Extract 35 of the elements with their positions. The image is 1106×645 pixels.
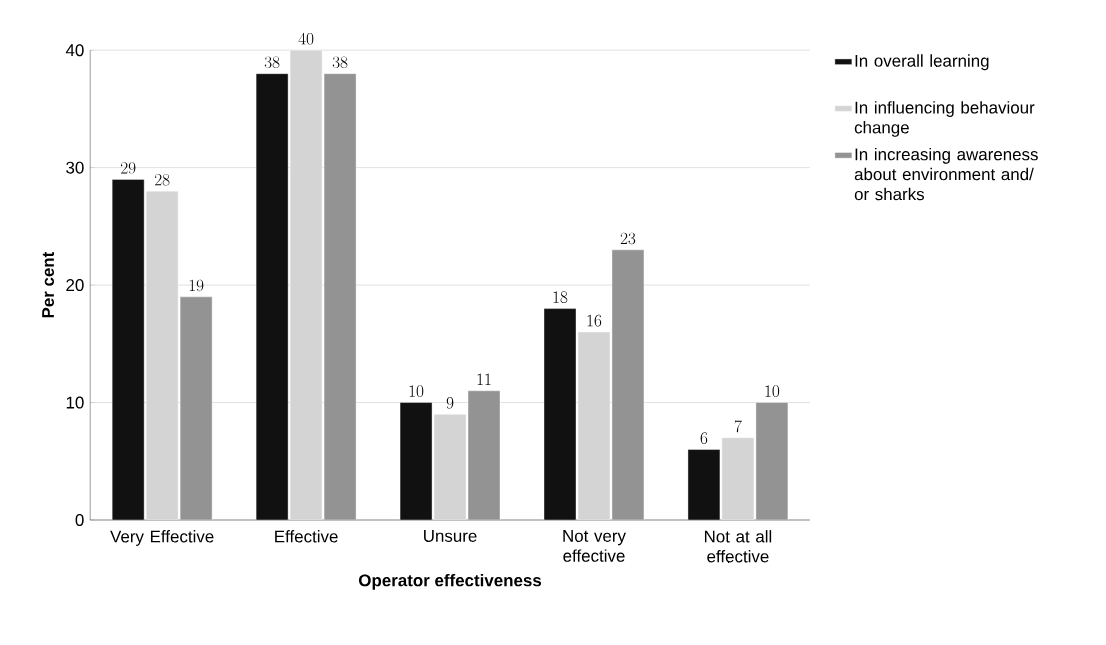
x-tick-label: Unsure [424,530,477,542]
y-tick-label: 10 [66,396,84,409]
legend-label: In influencing behaviour change [854,101,1035,137]
y-tick-label: 40 [65,44,84,57]
y-tick-label: 0 [75,513,84,526]
data-label: 11 [477,373,491,385]
data-label: 40 [298,32,314,45]
y-tick-label: 30 [66,161,84,174]
data-label: 18 [553,291,568,303]
data-label: 9 [446,397,454,409]
data-label: 7 [734,420,742,433]
bar [611,249,645,520]
y-tick-label: 20 [66,279,84,292]
x-tick-label: Not at all effective [704,530,772,563]
data-label: 38 [332,56,348,69]
data-label: 23 [620,232,636,245]
legend-label: In increasing awareness about environment and/ or sharks [854,147,1038,201]
bar [755,402,789,520]
data-label: 16 [587,314,602,327]
x-tick-label: Not very effective [563,530,626,562]
data-label: 38 [264,56,280,69]
data-label: 29 [120,162,136,174]
bar [179,296,213,520]
x-tick-label: Very Effective [110,530,214,546]
data-label: 10 [409,385,424,397]
data-label: 28 [154,173,170,186]
data-label: 6 [700,432,708,444]
x-axis-title: Operator effectiveness [358,573,542,590]
data-label: 19 [189,279,204,292]
bar [323,73,357,520]
y-axis-title: Per cent [42,251,55,318]
legend-label: In overall learning [855,54,989,71]
bar [467,390,501,520]
data-label: 10 [765,385,780,397]
x-tick-label: Effective [275,530,338,543]
